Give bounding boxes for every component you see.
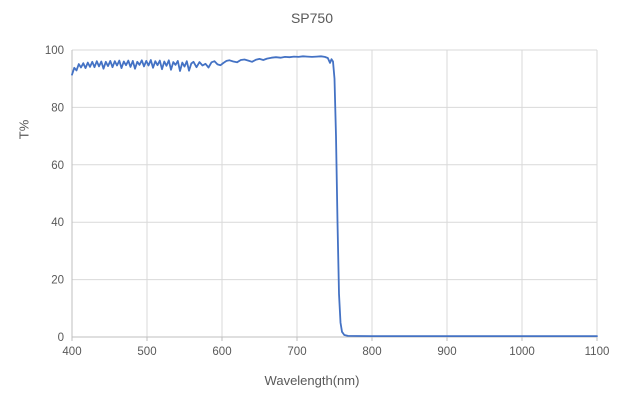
- y-tick-label: 80: [51, 102, 64, 114]
- x-tick-label: 800: [362, 346, 381, 358]
- x-tick-label: 600: [212, 346, 231, 358]
- x-tick-label: 700: [287, 346, 306, 358]
- y-tick-label: 100: [45, 45, 64, 57]
- x-tick-label: 900: [437, 346, 456, 358]
- chart-title: SP750: [290, 10, 334, 26]
- x-tick-label: 400: [62, 346, 81, 358]
- y-tick-label: 20: [51, 275, 64, 287]
- x-tick-label: 1100: [585, 346, 610, 358]
- data-series-line: [71, 55, 598, 338]
- y-axis-title: T%: [16, 119, 32, 140]
- x-tick-label: 500: [137, 346, 156, 358]
- y-tick-label: 40: [51, 217, 64, 229]
- axis-tick-labels: 0 20 40 60 80 100 400 500 600 700 800 900 1000 1100: [45, 45, 610, 358]
- y-tick-label: 60: [51, 160, 64, 172]
- x-tick-label: 1000: [509, 346, 535, 358]
- x-axis-title: Wavelength(nm): [264, 373, 360, 388]
- transmission-curve: [71, 55, 598, 338]
- y-tick-label: 0: [58, 332, 64, 344]
